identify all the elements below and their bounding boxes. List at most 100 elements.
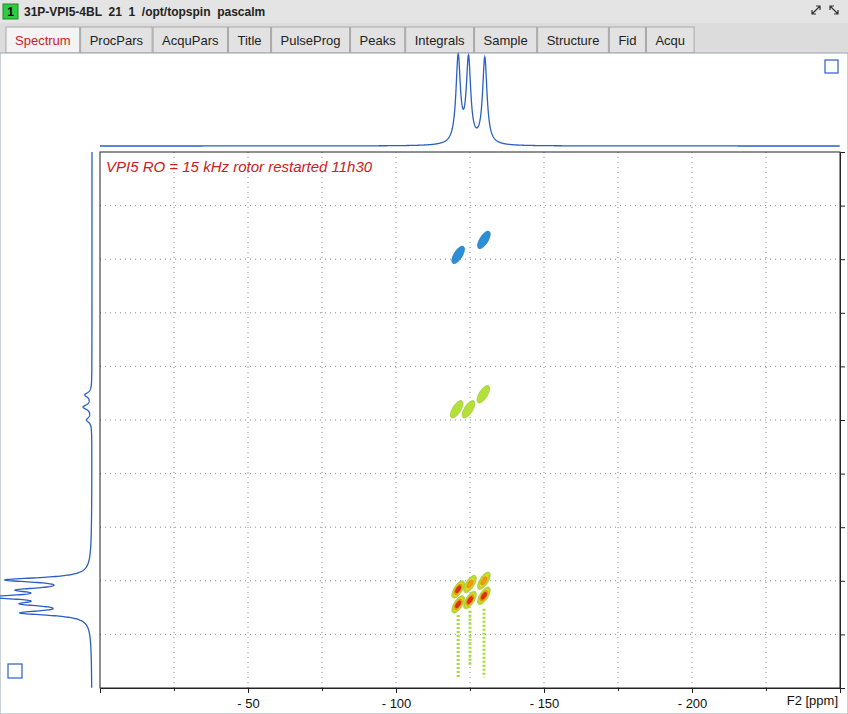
tab-background[interactable] [81,27,152,53]
ridge [482,609,485,678]
y-tick [840,581,845,582]
contour-level [480,576,488,586]
y-tick [840,420,845,421]
tab-label[interactable]: Fid [618,33,636,48]
x-minor-tick [174,688,175,691]
plot-frame [100,152,840,688]
y-tick [840,259,845,260]
x-axis-line [101,689,841,694]
tab[interactable]: Title [228,27,270,53]
window-title: 31P-VPI5-4BL 21 1 /opt/topspin pascalm [24,5,265,19]
x-tick-mark [248,688,249,693]
tab[interactable]: Fid [609,27,645,53]
tab-background[interactable] [153,27,227,53]
tab[interactable]: Sample [475,27,537,53]
tab-label[interactable]: Peaks [360,33,397,48]
projection-toggle[interactable] [8,664,22,678]
peak [449,244,467,265]
screen: 131P-VPI5-4BL 21 1 /opt/topspin pascalmS… [0,0,848,714]
grid-line-x [692,152,693,688]
tab-label[interactable]: AcquPars [162,33,219,48]
contour-level [463,592,477,609]
grid [100,152,840,688]
x-tick-label: - 100 [382,696,412,711]
contour-level [479,589,490,602]
tab-label[interactable]: Structure [547,33,600,48]
contour-level [475,229,493,250]
contour-level [466,579,474,589]
tab-background[interactable] [609,27,645,53]
y-tick [840,313,845,314]
y-tick-mark [840,259,845,260]
window-controls[interactable] [812,6,838,14]
tab[interactable]: Spectrum [6,27,80,53]
contour-level [455,600,462,609]
peak [475,585,493,606]
tab-label[interactable]: Sample [484,33,528,48]
tab[interactable]: ProcPars [81,27,152,53]
grid-line-x-minor [618,152,619,688]
tab[interactable]: PulseProg [272,27,350,53]
ridge [457,615,460,677]
f2-projection [100,54,840,146]
grid-line-y [100,205,840,206]
peak [474,384,492,405]
x-tick: - 150 [530,688,560,711]
tab-label[interactable]: Title [237,33,261,48]
y-tick-mark [840,313,845,314]
contour-level [465,594,476,607]
contour-level [474,384,492,405]
x-minor-tick-mark [322,688,323,691]
x-minor-tick [322,688,323,691]
y-tick [840,527,845,528]
contour-level [480,591,487,600]
x-axis-minor [175,688,767,691]
tab-background[interactable] [406,27,474,53]
tab-label[interactable]: Spectrum [15,33,71,48]
tab-background[interactable] [538,27,609,53]
grid-line-y [100,366,840,367]
tab[interactable]: Acqu [646,27,694,53]
peak [460,399,478,420]
y-tick [840,634,845,635]
tab-label[interactable]: ProcPars [90,33,144,48]
tab-background[interactable] [475,27,537,53]
tab-label[interactable]: PulseProg [281,33,341,48]
tab-label[interactable]: Acqu [655,33,685,48]
grid-line-y [100,473,840,474]
y-tick-mark [840,474,845,475]
y-tick-mark [840,420,845,421]
peak [475,229,493,250]
projection-toggle[interactable] [825,60,838,73]
x-tick: - 50 [237,688,259,711]
x-minor-tick-mark [470,688,471,691]
x-axis: - 50- 100- 150- 200 [101,688,841,711]
x-tick-mark [544,688,545,693]
x-tick-mark [692,688,693,693]
x-minor-tick [470,688,471,691]
contour-level [466,596,473,605]
tab[interactable]: Structure [538,27,609,53]
x-minor-tick-mark [766,688,767,691]
tab[interactable]: Integrals [406,27,474,53]
tab[interactable]: AcquPars [153,27,227,53]
tab-background[interactable] [6,27,80,53]
tab-label[interactable]: Integrals [415,33,465,48]
contour-level [477,573,490,589]
y-tick-mark [840,581,845,582]
tab-background[interactable] [228,27,270,53]
grid-line-x-minor [174,152,175,688]
grid-line-x [248,152,249,688]
contour-level [453,583,464,596]
grid-line-y [100,420,840,421]
y-tick [840,474,845,475]
tab[interactable]: Peaks [351,27,405,53]
y-tick [840,366,845,367]
tab-background[interactable] [272,27,350,53]
contour-level [451,581,465,598]
y-axis [840,153,845,689]
tab-background[interactable] [351,27,405,53]
tab-background[interactable] [646,27,694,53]
f1-projection [0,152,92,688]
tab-bar [0,23,848,53]
